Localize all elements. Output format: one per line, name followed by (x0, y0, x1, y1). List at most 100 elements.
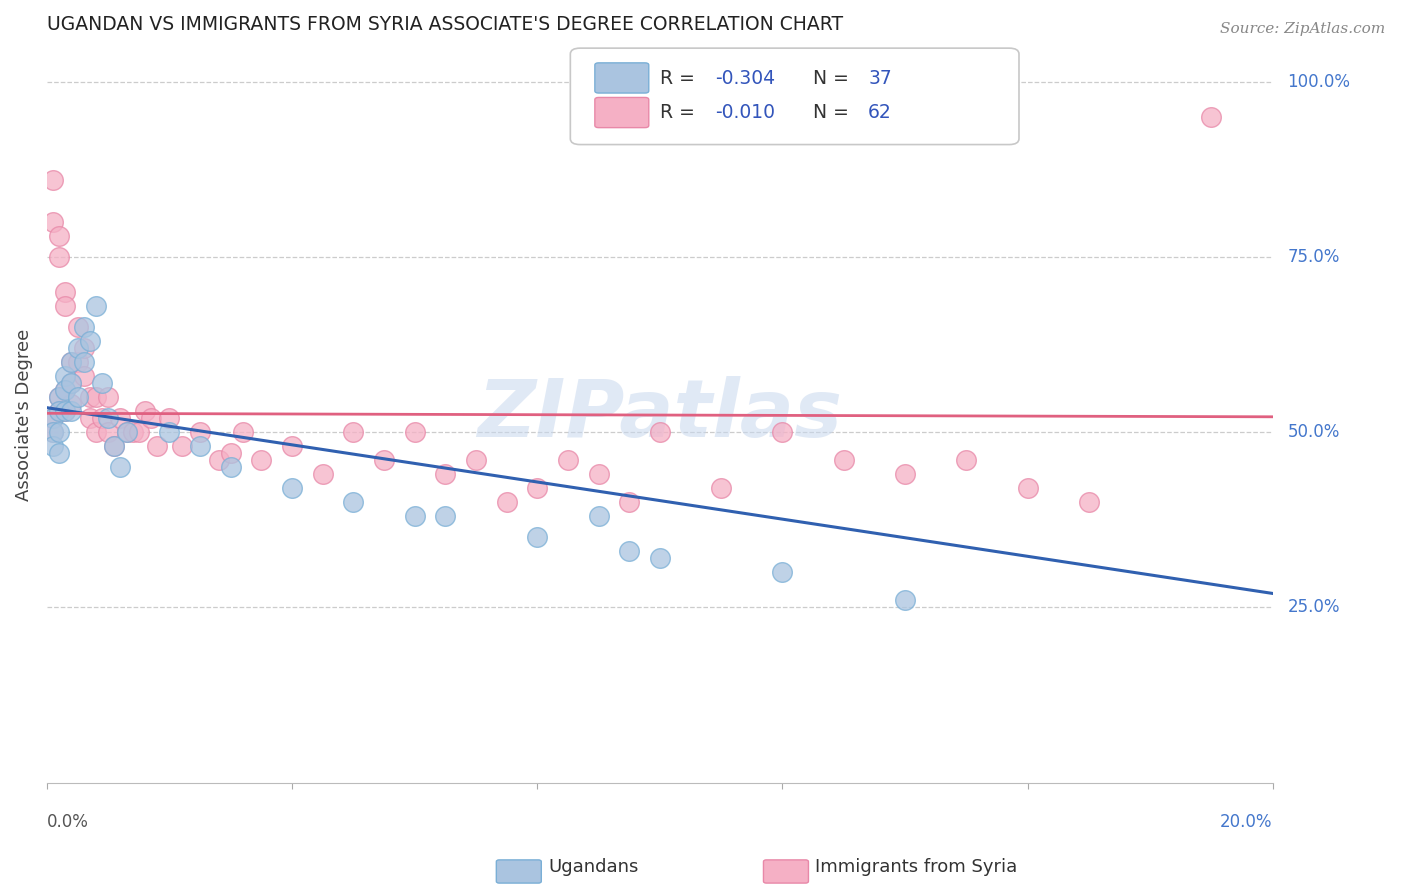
Point (588, 467, 610, 482)
Text: -0.304: -0.304 (716, 69, 775, 87)
Text: R =: R = (659, 103, 700, 122)
Point (73, 320, 96, 334)
Point (342, 495, 364, 509)
Text: R =: R = (659, 69, 700, 87)
Point (955, 453, 977, 467)
Point (495, 495, 517, 509)
Point (48, 390, 70, 404)
Point (342, 425, 364, 440)
Point (60, 404, 83, 418)
Point (91, 411, 114, 425)
Point (60, 355, 83, 369)
Text: N =: N = (813, 69, 855, 87)
Point (1077, 495, 1099, 509)
Point (48, 446, 70, 460)
Point (648, 425, 671, 440)
Point (110, 460, 132, 475)
Point (91, 376, 114, 391)
Point (103, 439, 125, 453)
Point (1017, 481, 1039, 495)
Point (97, 390, 120, 404)
Point (60, 376, 83, 391)
Point (48, 390, 70, 404)
Text: N =: N = (813, 103, 855, 122)
Text: 20.0%: 20.0% (1220, 813, 1272, 830)
Point (434, 467, 457, 482)
Text: 75.0%: 75.0% (1288, 248, 1340, 266)
Point (97, 411, 120, 425)
Point (617, 495, 640, 509)
Text: 25.0%: 25.0% (1288, 599, 1340, 616)
Point (526, 481, 548, 495)
Point (134, 404, 156, 418)
FancyBboxPatch shape (595, 62, 648, 93)
Point (53, 369, 76, 384)
Point (84, 390, 107, 404)
Text: Immigrants from Syria: Immigrants from Syria (815, 858, 1018, 876)
Point (79, 334, 101, 348)
Point (894, 467, 917, 482)
Point (207, 453, 229, 467)
Point (146, 439, 169, 453)
Point (66, 355, 89, 369)
Point (60, 397, 83, 411)
Point (710, 481, 733, 495)
Point (48, 250, 70, 264)
Point (53, 299, 76, 313)
Point (770, 425, 793, 440)
Point (42, 411, 65, 425)
Point (60, 355, 83, 369)
Point (557, 453, 579, 467)
Text: UGANDAN VS IMMIGRANTS FROM SYRIA ASSOCIATE'S DEGREE CORRELATION CHART: UGANDAN VS IMMIGRANTS FROM SYRIA ASSOCIA… (46, 15, 844, 34)
Point (159, 411, 181, 425)
Point (53, 383, 76, 397)
Point (103, 439, 125, 453)
Text: -0.010: -0.010 (716, 103, 775, 122)
Point (79, 411, 101, 425)
Point (42, 439, 65, 453)
Point (53, 285, 76, 299)
Point (128, 425, 150, 440)
Point (526, 530, 548, 544)
Point (139, 411, 162, 425)
Point (219, 446, 242, 460)
Point (84, 425, 107, 440)
Point (110, 411, 132, 425)
Point (79, 390, 101, 404)
Point (42, 173, 65, 187)
Point (770, 566, 793, 580)
Point (66, 341, 89, 355)
Text: Source: ZipAtlas.com: Source: ZipAtlas.com (1219, 22, 1385, 37)
Point (1201, 110, 1223, 124)
Point (115, 425, 138, 440)
Point (617, 544, 640, 558)
Point (48, 229, 70, 244)
Point (159, 425, 181, 440)
Point (73, 355, 96, 369)
Y-axis label: Associate's Degree: Associate's Degree (15, 328, 32, 500)
Point (84, 299, 107, 313)
Point (48, 404, 70, 418)
Point (115, 425, 138, 440)
Point (588, 509, 610, 524)
Text: 62: 62 (869, 103, 891, 122)
Point (232, 425, 254, 440)
Point (219, 460, 242, 475)
Point (48, 404, 70, 418)
Point (53, 404, 76, 418)
Point (66, 390, 89, 404)
Point (373, 453, 395, 467)
Point (465, 453, 488, 467)
Text: 50.0%: 50.0% (1288, 423, 1340, 442)
Point (97, 425, 120, 440)
Point (404, 509, 426, 524)
Point (434, 509, 457, 524)
Point (250, 453, 273, 467)
Point (832, 453, 855, 467)
Point (170, 439, 193, 453)
Point (42, 425, 65, 440)
Point (48, 425, 70, 440)
Point (188, 425, 211, 440)
Point (648, 551, 671, 566)
Point (42, 215, 65, 229)
